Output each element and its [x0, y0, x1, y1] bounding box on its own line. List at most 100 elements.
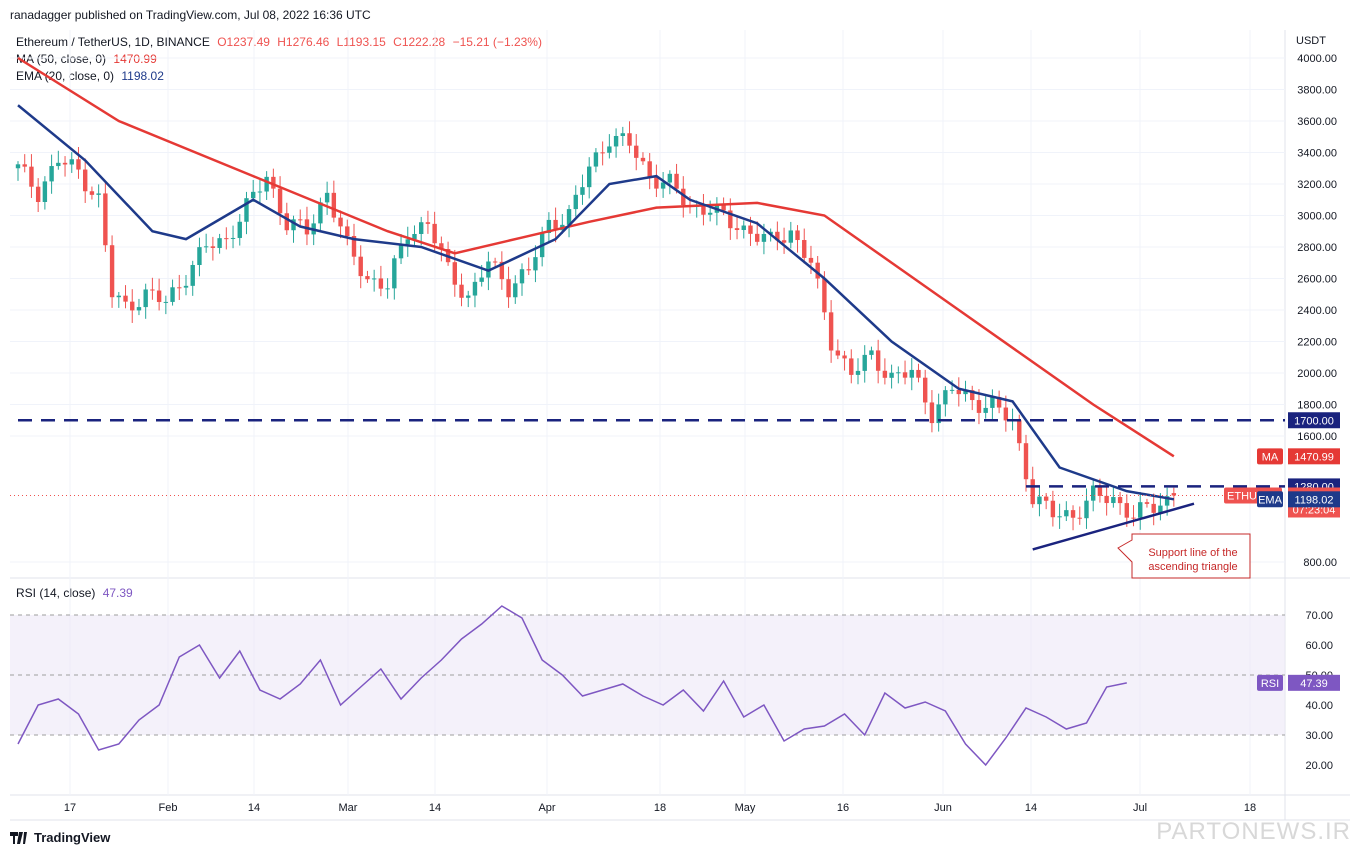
candle-body [291, 219, 296, 231]
candle-body [566, 209, 572, 225]
symbol-label[interactable]: Ethereum / TetherUS, 1D, BINANCE [16, 35, 210, 49]
candle [116, 291, 121, 308]
candle [983, 395, 988, 419]
candle [620, 126, 625, 146]
candle [587, 157, 592, 199]
candle-body [855, 370, 861, 375]
time-tick-label: Feb [159, 802, 178, 814]
candle [519, 263, 525, 296]
candle [660, 172, 666, 198]
candle [902, 360, 908, 385]
candle-body [177, 287, 182, 289]
candle-body [96, 193, 101, 195]
candle-body [882, 370, 888, 378]
candle-body [338, 217, 343, 227]
candle-body [365, 276, 370, 280]
candle-body [802, 240, 807, 258]
candle [304, 206, 310, 246]
candle-body [949, 389, 955, 391]
candle-body [923, 377, 928, 403]
candle [842, 350, 847, 371]
rsi-legend-label[interactable]: RSI (14, close) [16, 586, 96, 600]
candle-body [103, 193, 108, 246]
candle [432, 211, 437, 251]
candle [835, 339, 841, 360]
ma-legend-label[interactable]: MA (50, close, 0) [16, 52, 107, 66]
candle-body [909, 369, 914, 378]
candle [1171, 487, 1177, 507]
time-tick-label: 14 [248, 802, 260, 814]
candle-body [89, 191, 95, 195]
candle-body [869, 350, 874, 355]
price-tick-label: 3400.00 [1297, 148, 1337, 160]
candle-body [1077, 517, 1082, 519]
candle-body [392, 258, 397, 289]
candle [136, 298, 142, 316]
candle [741, 220, 746, 239]
candle [237, 214, 242, 246]
candle [217, 233, 222, 254]
candle [775, 221, 780, 251]
candle-body [1084, 500, 1089, 519]
candle [593, 148, 599, 173]
candle [929, 390, 935, 433]
candle [412, 225, 417, 245]
candle-body [190, 265, 195, 286]
candle-body [251, 191, 256, 199]
candle-body [412, 234, 417, 240]
ma-name-tag [1257, 448, 1283, 465]
candle [1064, 501, 1069, 522]
candle [909, 358, 914, 391]
candle [264, 171, 269, 200]
candle-body [1091, 485, 1096, 501]
time-tick-label: 17 [64, 802, 76, 814]
ema-value-tag [1288, 491, 1340, 508]
rsi-value-tag [1288, 674, 1340, 691]
ema-legend-value: 1198.02 [121, 69, 164, 83]
candle [257, 179, 263, 204]
candle-body [123, 295, 128, 302]
candle-body [674, 173, 679, 189]
candle-body [1124, 503, 1129, 518]
candle-body [654, 177, 659, 189]
candle-body [681, 188, 686, 205]
candle [755, 221, 760, 246]
candle [566, 204, 572, 238]
ma-value-label: 1470.99 [1294, 451, 1334, 463]
tradingview-logo[interactable]: TradingView [10, 830, 110, 845]
time-tick-label: Jun [934, 802, 952, 814]
candle-body [728, 210, 733, 229]
candle [459, 273, 464, 307]
candle [640, 152, 646, 165]
candle-body [183, 285, 189, 288]
time-tick-label: 18 [1244, 802, 1256, 814]
candle-body [842, 355, 847, 359]
candle [244, 191, 249, 235]
candle [667, 170, 673, 195]
candle-body [761, 233, 767, 242]
candle-body [425, 222, 431, 224]
candle-body [721, 204, 726, 211]
candle [1131, 505, 1136, 527]
candle [378, 265, 384, 297]
candle-body [163, 301, 169, 303]
candle [35, 178, 41, 213]
candle-body [1037, 496, 1042, 505]
candle [405, 226, 410, 257]
price-tick-label: 3200.00 [1297, 179, 1337, 191]
candle-body [499, 261, 505, 280]
annotation-text-line: ascending triangle [1148, 561, 1237, 573]
candle [734, 216, 740, 240]
candle-body [613, 135, 619, 147]
candle [1151, 493, 1156, 526]
candle-body [1057, 516, 1062, 518]
candle [345, 219, 350, 246]
level-tag [1288, 412, 1340, 429]
candle-body [1070, 510, 1076, 518]
candle [802, 228, 807, 264]
candle-body [580, 187, 585, 195]
ma-legend: MA (50, close, 0) 1470.99 [16, 52, 157, 66]
time-tick-label: Mar [339, 802, 358, 814]
candle-body [318, 202, 323, 224]
